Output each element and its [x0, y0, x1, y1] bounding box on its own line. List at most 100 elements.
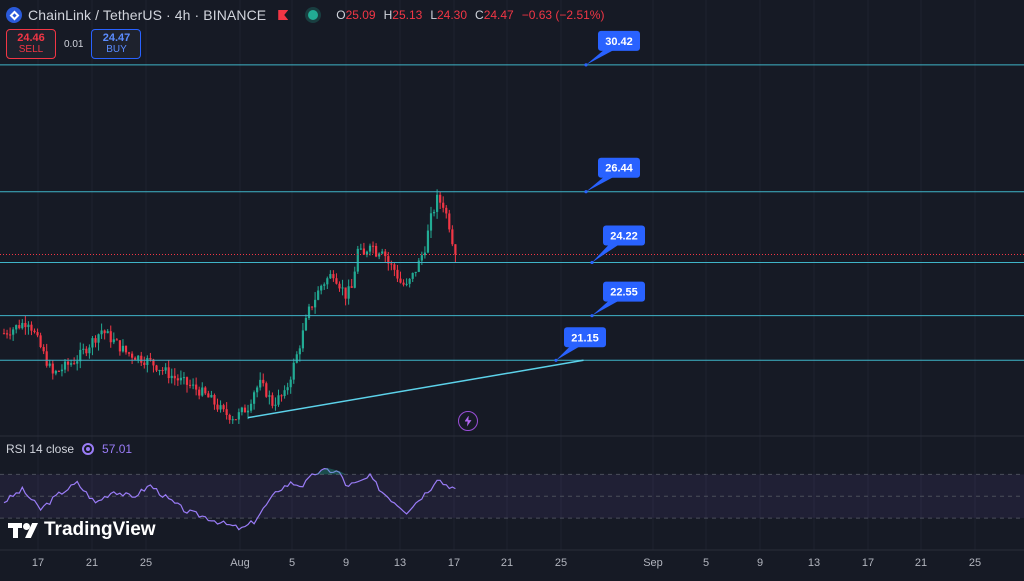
candle-body — [21, 322, 24, 329]
candle-body — [76, 361, 79, 364]
symbol-title[interactable]: ChainLink / TetherUS · 4h · BINANCE — [28, 7, 267, 23]
candle-body — [134, 357, 137, 360]
bolt-icon[interactable] — [458, 411, 478, 431]
candle-body — [192, 384, 195, 386]
callout-pointer — [556, 346, 580, 361]
candle-body — [298, 348, 301, 355]
candle-body — [432, 211, 436, 214]
rsi-line — [3, 467, 456, 531]
x-tick-label: Aug — [230, 557, 250, 569]
candle-body — [66, 361, 70, 365]
candle-body — [375, 245, 378, 257]
candle-body — [2, 333, 6, 335]
candle-body — [320, 285, 323, 291]
callout-box-1[interactable] — [598, 157, 640, 178]
x-tick-label: 21 — [915, 557, 927, 569]
rsi-overbought-fill — [315, 467, 346, 475]
callout-label: 30.42 — [605, 36, 633, 48]
open-value: 25.09 — [345, 8, 376, 22]
callout-anchor — [554, 358, 558, 362]
rsi-settings-icon[interactable] — [82, 443, 95, 455]
candle-body — [301, 330, 304, 349]
candle-body — [103, 330, 106, 334]
candle-body — [73, 363, 76, 365]
candle-body — [140, 355, 143, 363]
callout-pointer — [586, 176, 614, 192]
x-tick-label: 13 — [808, 557, 820, 569]
candle-body — [240, 407, 243, 413]
candle-body — [408, 278, 411, 284]
candle-body — [155, 365, 158, 371]
candle-body — [356, 248, 359, 272]
candle-body — [9, 334, 12, 336]
sell-button[interactable]: 24.46 SELL — [6, 29, 56, 59]
candle-body — [414, 271, 417, 273]
candle-body — [100, 330, 103, 335]
candle-body — [51, 363, 54, 374]
candle-body — [393, 264, 396, 270]
candle-body — [42, 347, 45, 352]
callout-box-4[interactable] — [564, 327, 606, 348]
candle-body — [228, 414, 231, 420]
callout-label: 26.44 — [605, 163, 633, 175]
x-tick-label: 5 — [703, 557, 709, 569]
sell-price: 24.46 — [17, 32, 45, 44]
candle-body — [274, 404, 277, 406]
buy-button[interactable]: 24.47 BUY — [91, 29, 142, 59]
candle-body — [445, 207, 448, 214]
open-label: O — [336, 8, 346, 22]
candle-body — [57, 370, 60, 372]
candle-body — [448, 213, 451, 230]
candle-body — [362, 248, 365, 255]
candle-body — [307, 306, 311, 318]
low-value: 24.30 — [437, 8, 468, 22]
candle-body — [353, 271, 356, 288]
candle-body — [371, 245, 375, 247]
x-tick-label: Sep — [643, 557, 663, 569]
candle-body — [179, 377, 182, 381]
callout-label: 24.22 — [610, 230, 638, 242]
trade-panel: 24.46 SELL 0.01 24.47 BUY — [6, 29, 142, 59]
flag-icon[interactable] — [278, 10, 289, 20]
x-tick-label: 25 — [140, 557, 152, 569]
candle-body — [234, 419, 237, 421]
candle-body — [48, 363, 51, 366]
candle-body — [271, 395, 274, 406]
candle-body — [237, 412, 240, 420]
candle-body — [60, 369, 64, 372]
x-tick-label: 21 — [86, 557, 98, 569]
candle-body — [323, 284, 326, 286]
callout-box-0[interactable] — [598, 30, 640, 51]
candle-body — [88, 347, 91, 354]
symbol-header: ChainLink / TetherUS · 4h · BINANCE O25.… — [6, 4, 604, 26]
candle-body — [384, 251, 387, 257]
candle-body — [423, 252, 426, 256]
candle-body — [246, 410, 250, 413]
candle-body — [143, 362, 146, 365]
candle-body — [268, 395, 271, 397]
candle-body — [304, 317, 308, 331]
x-tick-label: 17 — [448, 557, 460, 569]
candle-body — [390, 263, 393, 265]
close-label: C — [475, 8, 484, 22]
x-tick-label: 17 — [32, 557, 44, 569]
rsi-legend[interactable]: RSI 14 close 57.01 — [6, 442, 132, 456]
callout-box-2[interactable] — [603, 225, 645, 246]
candle-body — [85, 348, 88, 354]
x-tick-label: 9 — [757, 557, 763, 569]
candle-body — [436, 194, 439, 212]
trendline[interactable] — [247, 359, 584, 419]
candle-body — [213, 395, 216, 405]
callout-anchor — [590, 260, 594, 265]
candle-body — [420, 255, 423, 261]
x-tick-label: 25 — [969, 557, 981, 569]
candle-body — [344, 287, 347, 299]
callout-box-3[interactable] — [603, 281, 645, 302]
candle-body — [97, 334, 100, 343]
candle-body — [411, 272, 414, 279]
candle-body — [182, 377, 186, 379]
candle-body — [256, 387, 259, 393]
candle-body — [24, 322, 27, 328]
